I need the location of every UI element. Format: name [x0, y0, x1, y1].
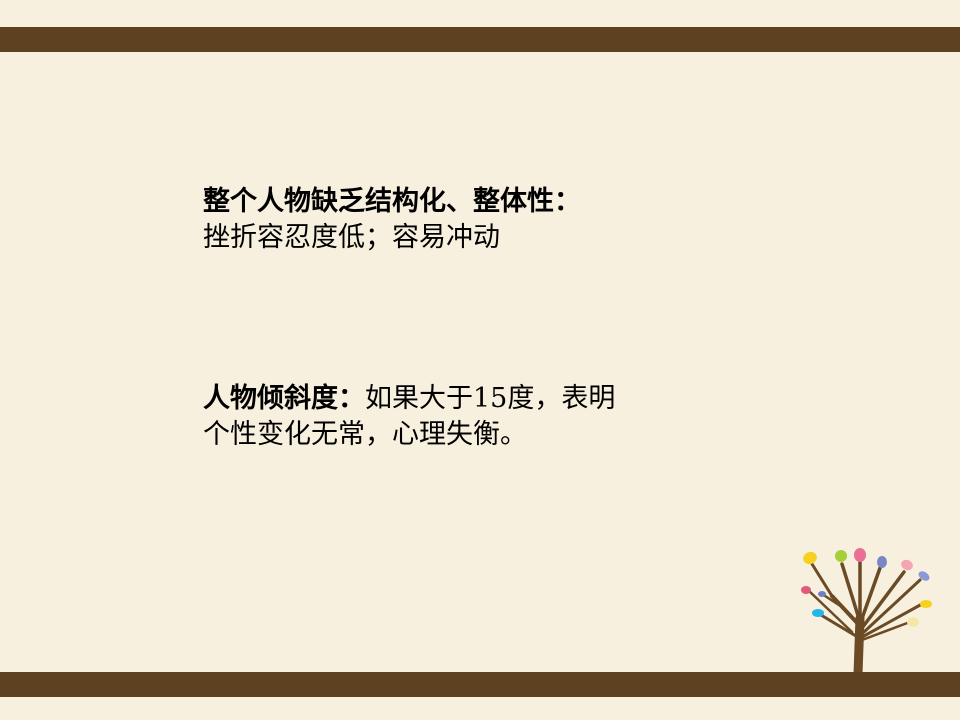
tree-branches — [806, 560, 924, 676]
tilt-line-2: 个性变化无常，心理失衡。 — [203, 419, 527, 450]
leaf-6 — [918, 571, 930, 581]
tree-leaves — [801, 548, 932, 627]
tree-icon — [801, 548, 932, 676]
structure-heading: 整个人物缺乏结构化、整体性： — [203, 186, 581, 217]
tilt-line-1-rest: 如果大于15度，表明 — [365, 383, 616, 414]
leaf-3 — [854, 548, 866, 562]
text-block-tilt: 人物倾斜度：如果大于15度，表明 个性变化无常，心理失衡。 — [203, 381, 615, 453]
tilt-line-1: 人物倾斜度：如果大于15度，表明 — [203, 381, 615, 417]
leaf-4 — [877, 556, 887, 568]
leaf-9 — [801, 586, 811, 594]
structure-detail: 挫折容忍度低；容易冲动 — [203, 222, 500, 253]
text-block-structure: 整个人物缺乏结构化、整体性： 挫折容忍度低；容易冲动 — [203, 184, 581, 256]
leaf-10 — [812, 609, 824, 617]
leaf-1 — [803, 551, 817, 565]
leaf-11 — [818, 591, 826, 597]
top-band — [0, 27, 960, 52]
bottom-band — [0, 672, 960, 697]
leaf-5 — [901, 559, 913, 571]
tilt-heading: 人物倾斜度： — [203, 383, 365, 414]
leaf-7 — [920, 600, 932, 608]
leaf-2 — [835, 550, 847, 562]
leaf-8 — [907, 617, 919, 627]
